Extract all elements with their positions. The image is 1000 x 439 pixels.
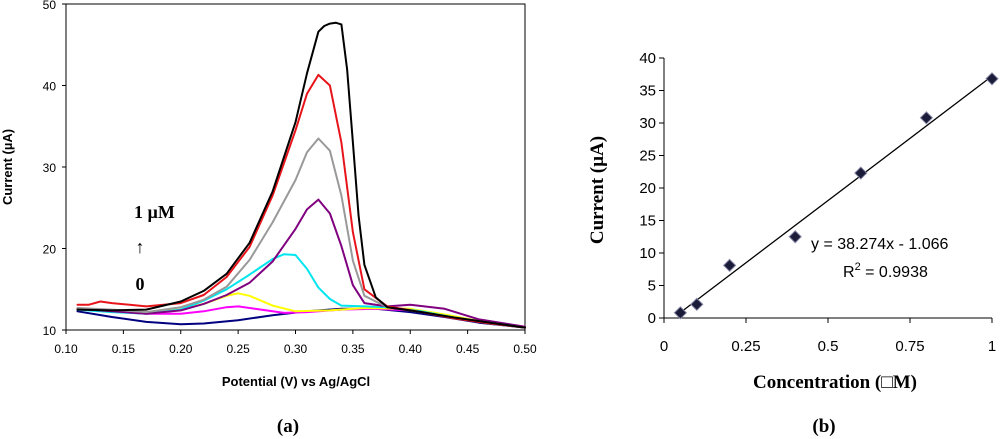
panel-b-y-tick-label: 25 (639, 148, 656, 165)
panel-b-data-point (919, 111, 934, 125)
panel-a-y-axis-title: Current (µA) (0, 129, 15, 205)
panel-a-x-tick-label: 0.15 (112, 342, 136, 356)
panel-b-y-tick-label: 20 (639, 180, 656, 197)
panel-b-r-squared: R2 = 0.9938 (843, 261, 928, 281)
panel-a-annotation-bottom: 0 (136, 274, 145, 294)
panel-b-x-tick-label: 1 (988, 338, 996, 355)
panel-b-x-tick-label: 0.5 (818, 338, 839, 355)
panel-a-series (76, 21, 526, 329)
panel-a-x-tick-label: 0.45 (456, 342, 480, 356)
panel-b-data-point (788, 230, 802, 244)
panel-a-x-tick-label: 0.25 (226, 342, 250, 356)
panel-a-axes: 0.10 0.15 0.20 0.25 0.30 0.35 0.40 0.45 0.50 10 20… (43, 0, 537, 356)
panel-b-equation: y = 38.274x - 1.066 (811, 236, 949, 253)
panel-b-x-tick-label: 0 (660, 338, 668, 355)
panel-a-series-line-0.6 (76, 137, 526, 329)
panel-a-y-tick-label: 10 (43, 324, 57, 338)
panel-a-y-tick-label: 20 (43, 243, 57, 257)
panel-a-chart: 0.10 0.15 0.20 0.25 0.30 0.35 0.40 0.45 0.50 10 20… (0, 0, 537, 437)
panel-b-y-tick-label: 15 (639, 213, 656, 230)
panel-a-x-tick-label: 0.30 (284, 342, 308, 356)
panel-b-r-squared-prefix: R (843, 264, 855, 281)
panel-a-series-line-1 (76, 21, 526, 329)
panel-a-y-tick-label: 40 (43, 80, 57, 94)
panel-b-trendline-group (680, 75, 993, 314)
panel-a-x-tick-label: 0.50 (513, 342, 537, 356)
panel-b-label: (b) (812, 416, 835, 437)
panel-b-points (673, 72, 999, 320)
panel-a-series-line-0.4 (76, 198, 526, 328)
panel-b-data-point (854, 166, 868, 180)
panel-b-y-tick-label: 35 (639, 83, 656, 100)
panel-a-x-axis-title: Potential (V) vs Ag/AgCl (222, 374, 370, 389)
panel-b-y-axis-title: Current (µA) (587, 136, 608, 244)
panel-b-y-tick-label: 30 (639, 115, 656, 132)
panel-b-r-squared-sup: 2 (855, 261, 861, 273)
panel-b-y-tick-label: 5 (648, 278, 656, 295)
panel-b-data-point (985, 72, 999, 86)
panel-b-x-tick-label: 0.25 (731, 338, 760, 355)
panel-a-annotation-top: 1 µM (134, 202, 175, 222)
panel-b-x-axis-title: Concentration (□M) (753, 372, 917, 393)
panel-b-y-tick-label: 10 (639, 245, 656, 262)
panel-b-data-point (722, 258, 737, 273)
panel-a-y-tick-label: 30 (43, 161, 57, 175)
panel-a-y-tick-label: 50 (43, 0, 57, 12)
panel-b-data-point (690, 297, 704, 312)
panel-a-x-tick-label: 0.10 (54, 342, 78, 356)
panel-a-label: (a) (277, 416, 299, 437)
panel-b-x-tick-label: 0.75 (895, 338, 924, 355)
panel-a-annotation-arrow: ↑ (136, 237, 145, 257)
panel-a-x-tick-label: 0.40 (399, 342, 423, 356)
panel-b-y-tick-label: 0 (648, 310, 656, 327)
panel-b-r-squared-value: = 0.9938 (861, 264, 928, 281)
panel-b-data-point (673, 306, 688, 320)
panel-a-x-tick-label: 0.35 (341, 342, 365, 356)
panel-b-y-tick-label: 40 (639, 50, 656, 67)
panel-b-trendline (680, 75, 993, 314)
panel-a-x-tick-label: 0.20 (169, 342, 193, 356)
